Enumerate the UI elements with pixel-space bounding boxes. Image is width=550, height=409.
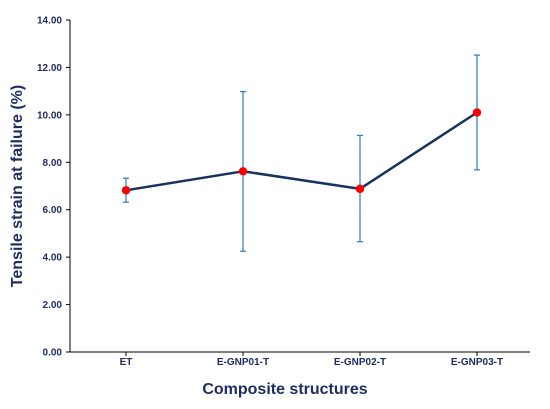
y-tick-label: 10.00	[37, 110, 62, 121]
data-point	[121, 186, 131, 195]
y-tick-label: 4.00	[43, 253, 63, 264]
series-layer	[121, 54, 482, 252]
y-tick-label: 6.00	[43, 205, 63, 216]
y-tick-label: 14.00	[37, 16, 62, 27]
x-tick-label: E-GNP01-T	[217, 357, 269, 368]
tick-layer: 0.00 2.00 4.00 6.00 8.00 10.00 12.00 14.00 ET E-G…	[37, 16, 503, 369]
x-tick-label: ET	[120, 357, 133, 368]
x-tick-label: E-GNP02-T	[334, 357, 386, 368]
x-tick-label: E-GNP03-T	[451, 357, 503, 368]
axes-layer	[69, 20, 530, 353]
y-tick-label: 8.00	[43, 158, 63, 169]
data-point	[355, 184, 365, 194]
x-axis-title: Composite structures	[202, 381, 367, 398]
data-point	[238, 167, 248, 176]
y-axis-title: Tensile strain at failure (%)	[9, 85, 26, 287]
series-line	[124, 111, 479, 192]
y-tick-label: 12.00	[37, 63, 62, 74]
y-tick-label: 2.00	[43, 300, 63, 311]
data-point	[472, 108, 482, 117]
y-tick-label: 0.00	[43, 348, 63, 359]
